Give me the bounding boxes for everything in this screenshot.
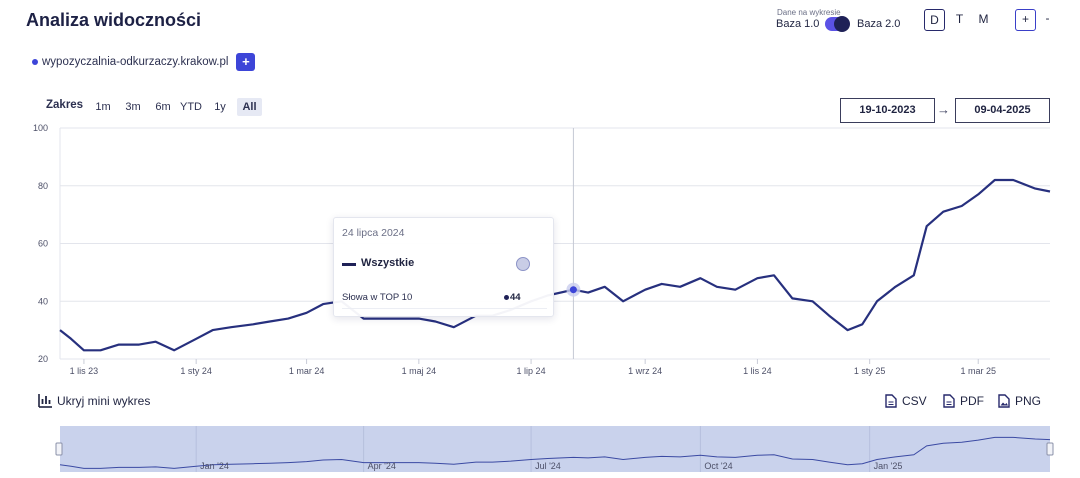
file-icon [943,394,955,408]
chart-grid [59,127,1050,360]
add-domain-button[interactable]: + [236,53,256,71]
export-png-label: PNG [1015,394,1042,408]
mini-navigator-chart[interactable]: Jan '24 Apr '24 Jul '24 Oct '24 Jan '25 [0,420,1080,478]
toggle-switch[interactable] [825,16,850,32]
tooltip-divider [342,308,547,309]
visibility-chart[interactable]: 20 40 60 80 100 1 lis 23 1 sty 24 1 mar 24 1 ma… [0,120,1080,382]
series-line-wszystkie [59,178,1051,352]
chart-tooltip: 24 lipca 2024 Wszystkie Słowa w TOP 10 4… [333,217,554,317]
file-icon [885,394,897,408]
tooltip-value: 44 [510,292,521,303]
x-tick-label: 1 sty 25 [854,366,886,376]
x-tick-label: 1 lis 24 [743,366,772,376]
date-from-input[interactable]: 19-10-2023 [840,98,935,123]
period-week-button[interactable]: T [955,12,964,26]
export-pdf-button[interactable]: PDF [943,394,984,408]
date-range-arrow: → [937,102,950,117]
zoom-out-button[interactable]: - [1045,11,1050,25]
y-axis-ticks: 20 40 60 80 100 [33,123,48,364]
zoom-in-button[interactable]: + [1015,9,1036,31]
export-png-button[interactable]: PNG [998,394,1041,408]
navigator-grid [195,426,871,472]
period-month-button[interactable]: M [978,12,989,26]
range-label: Zakres [46,99,84,111]
x-tick-label: 1 sty 24 [180,366,212,376]
navigator-label: Jan '25 [874,461,903,471]
toggle-option-right[interactable]: Baza 2.0 [857,18,901,30]
x-tick-label: 1 lip 24 [517,366,546,376]
navigator-label: Apr '24 [368,461,396,471]
tooltip-series-swatch [342,263,356,266]
y-tick-label: 40 [38,296,48,306]
domain-color-dot [32,59,38,65]
tooltip-series-name: Wszystkie [361,257,415,269]
period-day-button[interactable]: D [924,9,945,31]
x-tick-label: 1 mar 25 [960,366,996,376]
y-tick-label: 80 [38,181,48,191]
toggle-knob [834,16,850,32]
navigator-label: Jul '24 [535,461,561,471]
export-csv-label: CSV [902,394,927,408]
navigator-handle-right[interactable] [1046,442,1054,456]
navigator-handle-left[interactable] [55,442,63,456]
domain-label[interactable]: wypozyczalnia-odkurzaczy.krakow.pl [42,56,229,68]
navigator-labels: Jan '24 Apr '24 Jul '24 Oct '24 Jan '25 [200,461,902,471]
page-title: Analiza widoczności [26,10,202,30]
x-tick-label: 1 lis 23 [70,366,99,376]
hide-mini-chart-button[interactable]: Ukryj mini wykres [38,393,150,408]
date-to-input[interactable]: 09-04-2025 [955,98,1050,123]
globe-icon [516,257,530,271]
range-3m-button[interactable]: 3m [125,101,141,113]
x-axis-ticks: 1 lis 23 1 sty 24 1 mar 24 1 maj 24 1 lip 24… [70,359,996,376]
navigator-label: Jan '24 [200,461,229,471]
range-all-button[interactable]: All [237,98,262,116]
export-pdf-label: PDF [960,394,984,408]
navigator-series-line [59,436,1051,469]
bar-chart-icon [38,394,52,408]
range-1m-button[interactable]: 1m [95,101,111,113]
y-tick-label: 20 [38,354,48,364]
image-file-icon [998,394,1010,408]
x-tick-label: 1 maj 24 [402,366,437,376]
x-tick-label: 1 mar 24 [289,366,325,376]
domain-legend: wypozyczalnia-odkurzaczy.krakow.pl + [32,53,256,71]
range-ytd-button[interactable]: YTD [180,101,202,113]
navigator-label: Oct '24 [704,461,732,471]
toggle-caption: Dane na wykresie [777,8,841,17]
tooltip-date: 24 lipca 2024 [342,227,405,239]
x-tick-label: 1 wrz 24 [628,366,662,376]
y-tick-label: 100 [33,123,48,133]
y-tick-label: 60 [38,239,48,249]
tooltip-metric: Słowa w TOP 10 [342,292,413,303]
tooltip-value-dot [504,295,509,300]
hover-point [569,286,577,294]
export-csv-button[interactable]: CSV [885,394,927,408]
range-1y-button[interactable]: 1y [214,101,226,113]
toggle-option-left[interactable]: Baza 1.0 [776,18,820,30]
range-6m-button[interactable]: 6m [155,101,171,113]
hide-mini-chart-label: Ukryj mini wykres [57,393,151,408]
